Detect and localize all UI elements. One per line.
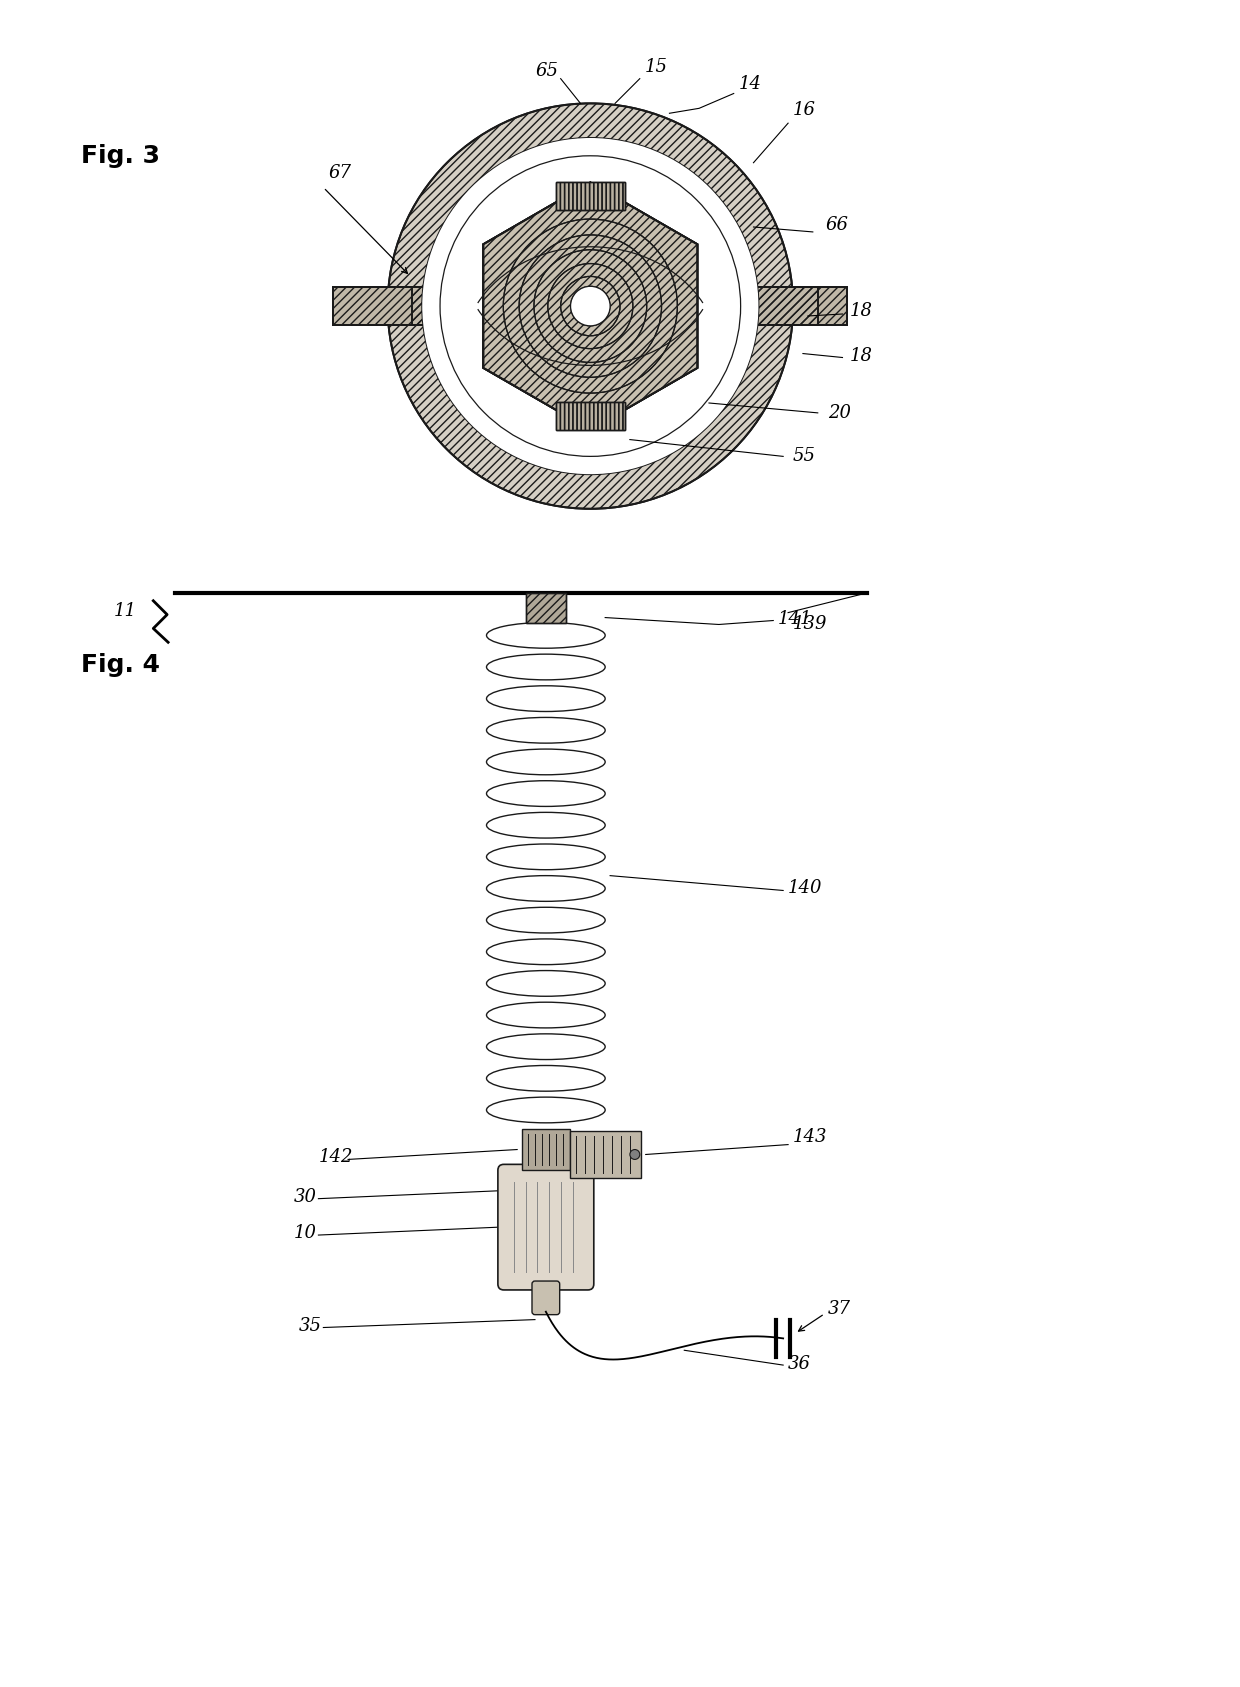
FancyBboxPatch shape — [498, 1164, 594, 1291]
Text: 142: 142 — [319, 1149, 353, 1166]
Polygon shape — [526, 592, 565, 623]
Ellipse shape — [486, 970, 605, 997]
Ellipse shape — [486, 1066, 605, 1091]
Polygon shape — [556, 402, 625, 430]
Ellipse shape — [486, 940, 605, 965]
Circle shape — [570, 287, 610, 326]
Ellipse shape — [486, 1034, 605, 1059]
FancyBboxPatch shape — [532, 1280, 559, 1314]
Text: 16: 16 — [794, 101, 816, 120]
Circle shape — [630, 1149, 640, 1159]
Text: 36: 36 — [789, 1355, 811, 1373]
Ellipse shape — [486, 687, 605, 712]
Text: 11: 11 — [114, 602, 136, 619]
Text: 143: 143 — [794, 1127, 827, 1145]
Polygon shape — [569, 1130, 641, 1178]
Polygon shape — [556, 182, 625, 211]
Ellipse shape — [486, 749, 605, 774]
Polygon shape — [484, 182, 697, 430]
Text: Fig. 4: Fig. 4 — [81, 653, 160, 676]
Circle shape — [570, 287, 610, 326]
Text: 35: 35 — [299, 1316, 321, 1334]
Text: 67: 67 — [329, 164, 351, 182]
Text: 37: 37 — [827, 1299, 851, 1318]
Polygon shape — [334, 287, 436, 326]
Text: 66: 66 — [826, 216, 848, 234]
Circle shape — [423, 138, 759, 474]
Polygon shape — [556, 402, 625, 430]
Text: 55: 55 — [794, 447, 816, 466]
Ellipse shape — [486, 876, 605, 901]
Text: Fig. 3: Fig. 3 — [81, 143, 160, 167]
Polygon shape — [744, 287, 817, 326]
Ellipse shape — [486, 813, 605, 838]
Ellipse shape — [486, 655, 605, 680]
Text: 18: 18 — [849, 302, 873, 321]
Ellipse shape — [486, 908, 605, 933]
Text: 30: 30 — [294, 1188, 316, 1206]
Polygon shape — [556, 182, 625, 211]
Circle shape — [423, 138, 759, 474]
Text: 139: 139 — [794, 616, 827, 634]
Ellipse shape — [486, 1002, 605, 1027]
Text: 15: 15 — [645, 57, 667, 76]
Polygon shape — [744, 287, 847, 326]
Text: 18: 18 — [849, 346, 873, 364]
Ellipse shape — [486, 623, 605, 648]
Polygon shape — [484, 182, 697, 430]
Ellipse shape — [486, 781, 605, 806]
Text: 140: 140 — [789, 879, 822, 896]
Text: 65: 65 — [536, 62, 559, 79]
Text: 141: 141 — [779, 609, 812, 628]
Polygon shape — [522, 1129, 569, 1171]
Text: 14: 14 — [739, 74, 761, 93]
Circle shape — [388, 103, 794, 509]
Ellipse shape — [486, 1097, 605, 1124]
Ellipse shape — [486, 717, 605, 744]
Polygon shape — [413, 287, 486, 326]
Text: 20: 20 — [827, 403, 851, 422]
Ellipse shape — [486, 844, 605, 870]
Text: 10: 10 — [294, 1225, 316, 1242]
